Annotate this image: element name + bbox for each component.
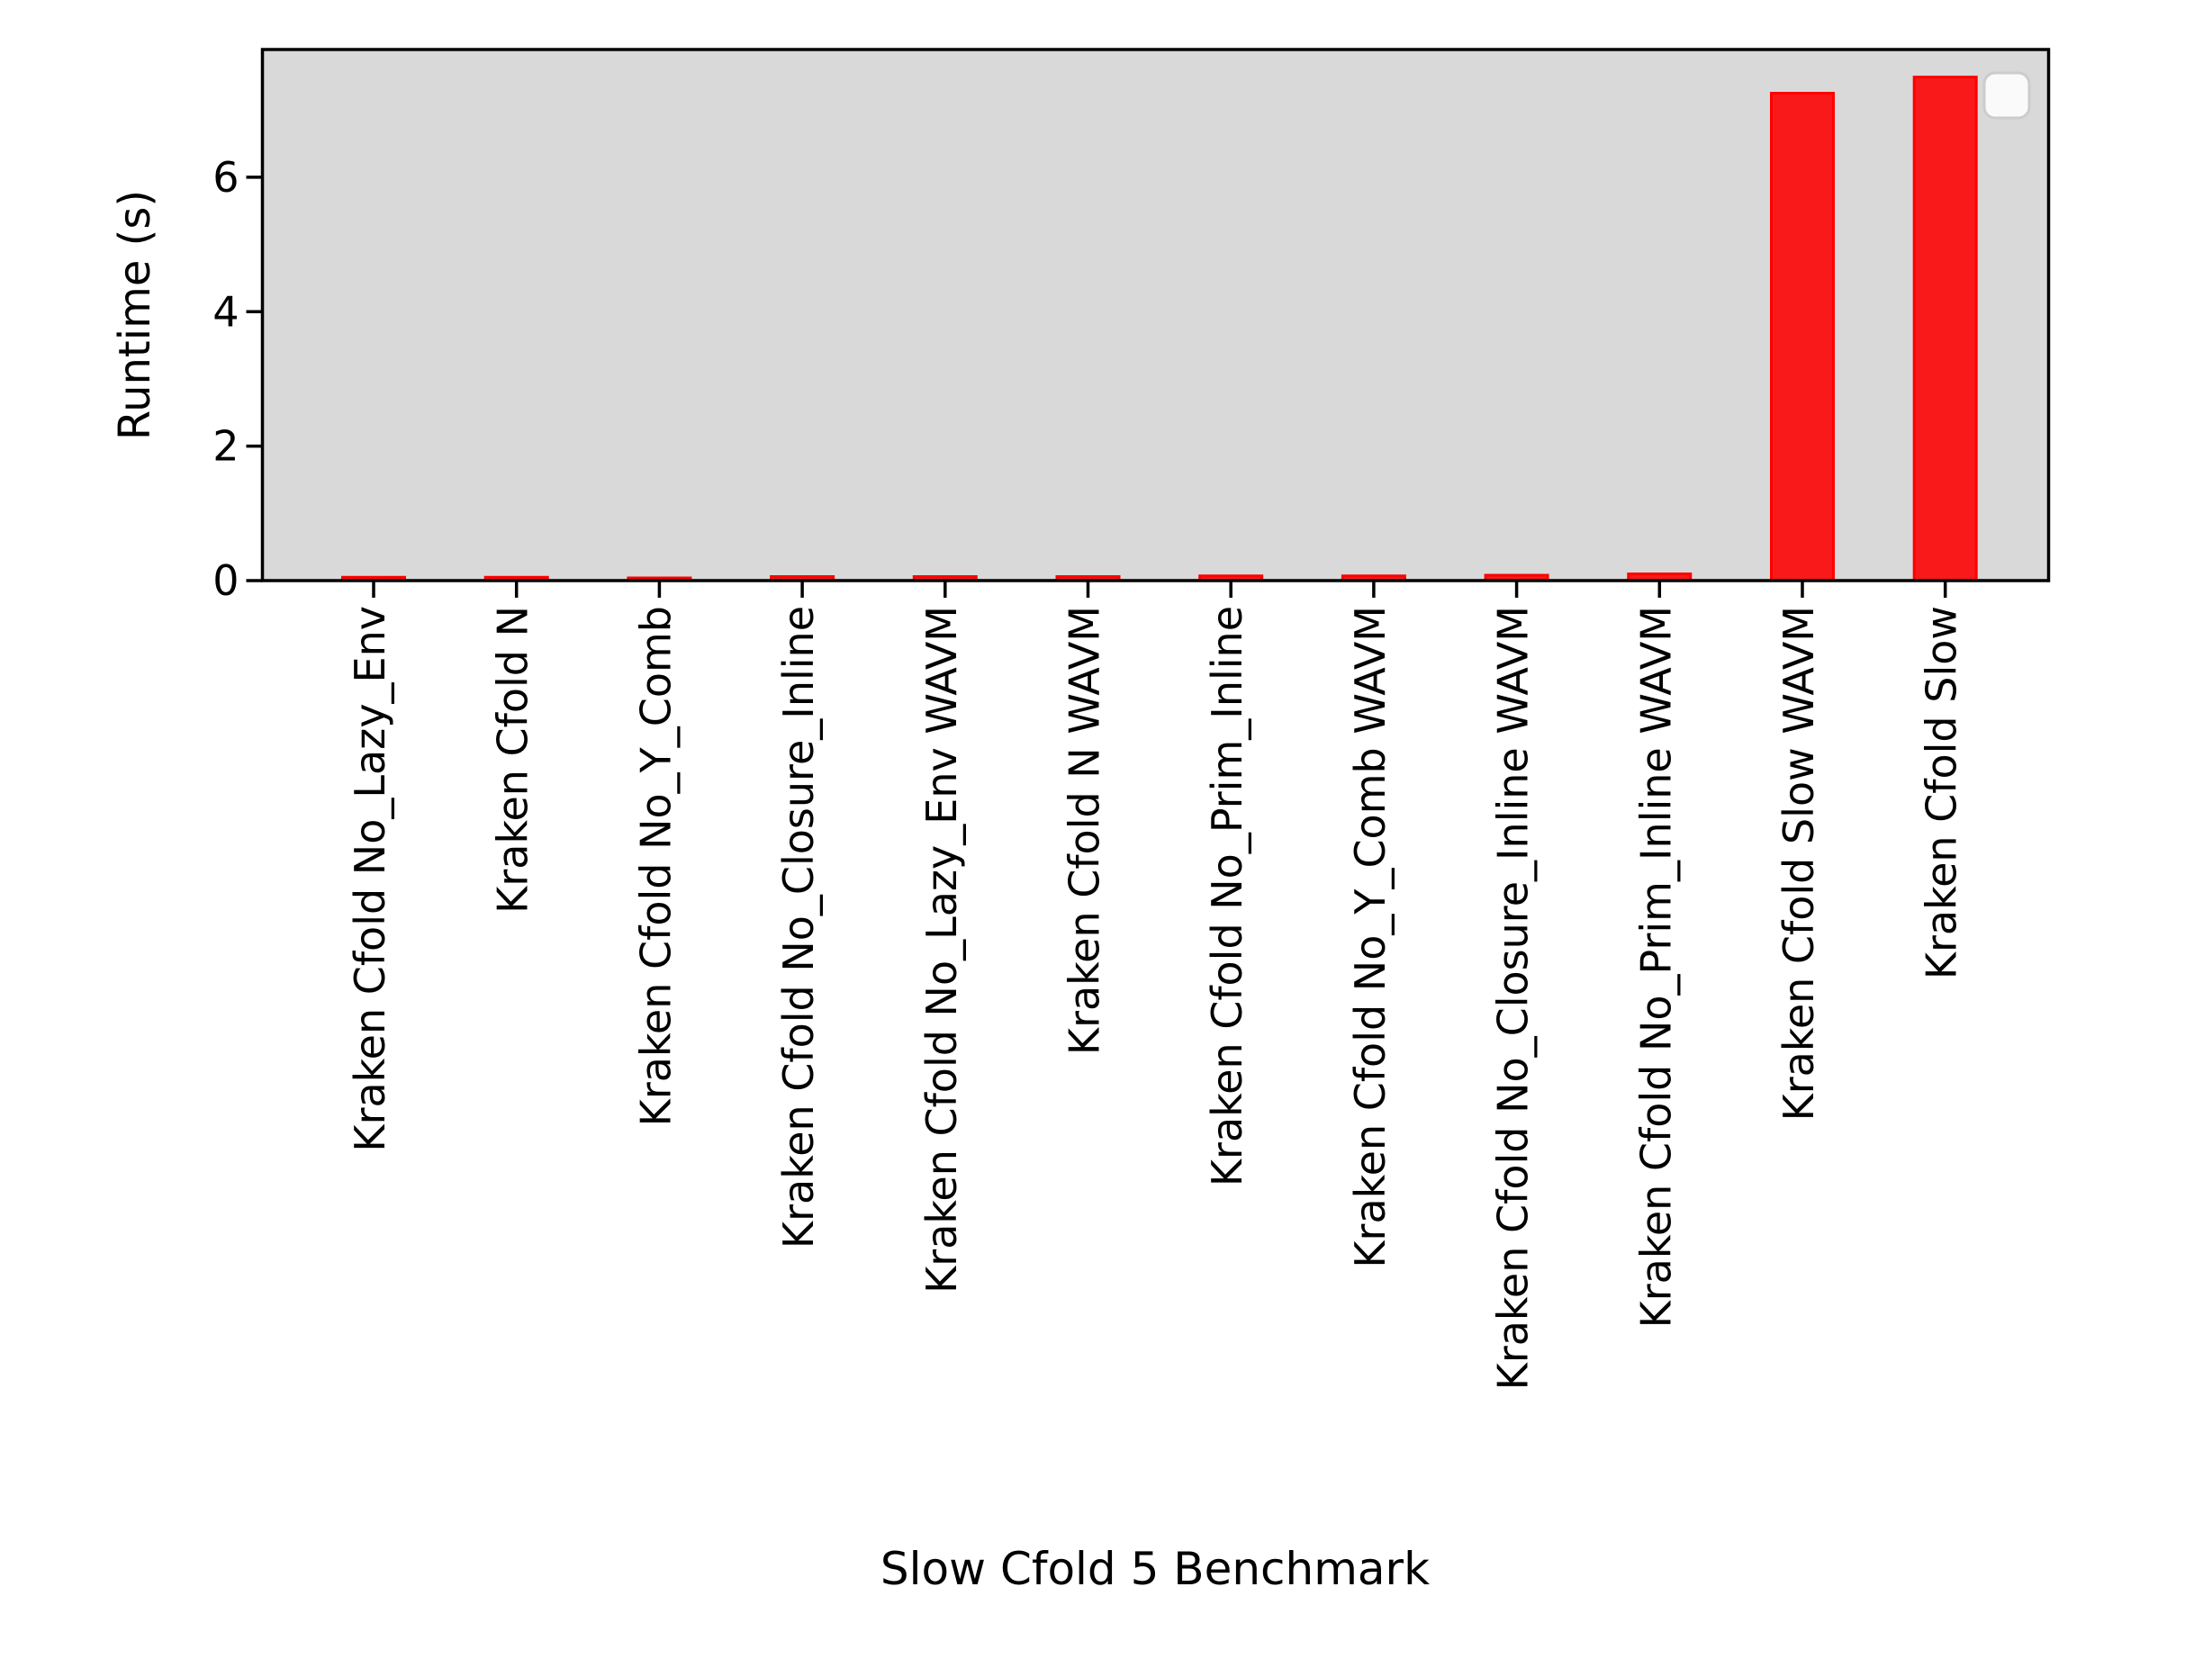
y-tick-label: 4 bbox=[212, 287, 239, 336]
bar bbox=[1770, 92, 1835, 582]
x-axis-label: Slow Cfold 5 Benchmark bbox=[880, 1543, 1431, 1595]
x-category-label: Kraken Cfold No_Lazy_Env WAVM bbox=[917, 606, 966, 1294]
x-category-label: Kraken Cfold N WAVM bbox=[1061, 606, 1109, 1055]
x-category-label: Kraken Cfold No_Prim_Inline bbox=[1203, 606, 1251, 1186]
x-category-label: Kraken Cfold Slow WAVM bbox=[1774, 606, 1823, 1121]
x-category-label: Kraken Cfold No_Prim_Inline WAVM bbox=[1631, 606, 1680, 1328]
x-category-label: Kraken Cfold N bbox=[489, 606, 537, 914]
x-category-label: Kraken Cfold No_Y_Comb WAVM bbox=[1346, 606, 1395, 1268]
x-category-label: Kraken Cfold No_Lazy_Env bbox=[346, 606, 394, 1152]
x-category-label: Kraken Cfold No_Closure_Inline WAVM bbox=[1489, 606, 1538, 1390]
plot-border bbox=[260, 48, 2051, 582]
y-tick-label: 0 bbox=[212, 556, 239, 605]
x-category-label: Kraken Cfold No_Y_Comb bbox=[631, 606, 680, 1126]
bar bbox=[1912, 76, 1978, 582]
y-tick-label: 6 bbox=[212, 153, 239, 202]
legend-box bbox=[1982, 71, 2031, 120]
x-category-label: Kraken Cfold Slow bbox=[1918, 606, 1966, 979]
y-axis-label: Runtime (s) bbox=[110, 189, 160, 441]
x-category-label: Kraken Cfold No_Closure_Inline bbox=[774, 606, 823, 1249]
y-tick-label: 2 bbox=[212, 422, 239, 471]
plot-area bbox=[262, 50, 2049, 581]
